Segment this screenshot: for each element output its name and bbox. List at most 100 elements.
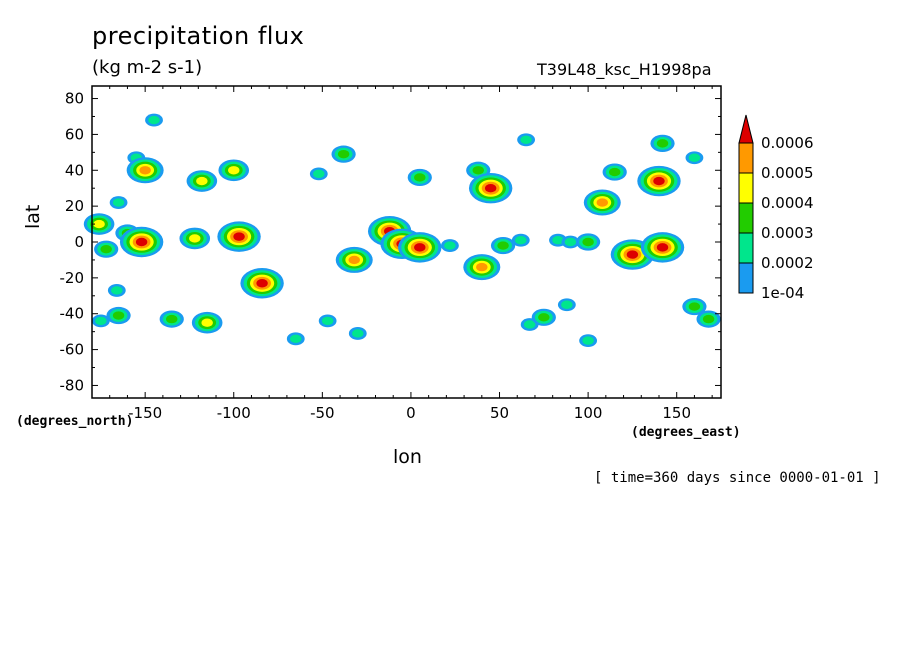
precip-contour-level-1 <box>321 316 334 326</box>
precip-feature-4 <box>107 284 126 297</box>
precip-feature-38 <box>531 308 556 326</box>
precip-contour-level-5 <box>656 243 669 252</box>
time-note: [ time=360 days since 0000-01-01 ] <box>594 470 881 486</box>
precip-contour-level-2 <box>100 244 112 254</box>
chart-units: (kg m-2 s-1) <box>92 57 203 78</box>
precip-feature-15 <box>218 159 250 182</box>
precip-contour-level-2 <box>112 311 125 320</box>
precip-feature-30 <box>468 173 513 204</box>
precip-feature-22 <box>335 246 373 273</box>
precip-feature-23 <box>348 327 367 340</box>
precip-feature-21 <box>331 145 356 163</box>
precip-feature-14 <box>191 311 223 334</box>
precip-contour-level-2 <box>688 302 701 311</box>
precip-contour-level-1 <box>582 336 594 345</box>
precip-feature-11 <box>159 310 184 328</box>
precip-contour-level-1 <box>552 236 564 245</box>
precip-feature-49 <box>696 310 721 328</box>
precip-feature-20 <box>318 314 337 328</box>
colorbar-swatch-3 <box>738 172 754 204</box>
precip-contour-level-2 <box>497 241 509 250</box>
precip-feature-35 <box>561 235 580 249</box>
precip-contour-level-1 <box>112 198 125 207</box>
precip-feature-36 <box>517 133 535 147</box>
x-tick-label: 0 <box>406 404 416 422</box>
precip-contour-level-1 <box>515 236 527 245</box>
colorbar-label: 0.0006 <box>761 134 814 152</box>
precip-feature-28 <box>407 168 432 187</box>
precip-contour-level-1 <box>313 169 325 179</box>
axis-ticks: -150 -100 -50 0 50 100 150 -80 -60 -40 -20 0 20 40 60 8… <box>60 86 721 422</box>
precip-feature-12 <box>179 227 211 250</box>
x-tick-label: -150 <box>128 404 162 422</box>
precip-contour-level-1 <box>688 153 701 162</box>
precip-contour-level-1 <box>352 329 364 338</box>
plot-area <box>83 113 721 348</box>
precip-contour-level-1 <box>520 135 532 144</box>
precip-feature-48 <box>685 151 704 165</box>
precip-contour-level-5 <box>653 176 665 186</box>
colorbar-swatch-4 <box>738 142 754 174</box>
precip-feature-41 <box>583 189 621 216</box>
precip-contour-level-4 <box>476 262 488 272</box>
precip-contour-level-1 <box>148 115 160 125</box>
precip-feature-40 <box>579 334 598 348</box>
precip-feature-27 <box>441 239 459 252</box>
colorbar-swatch-2 <box>738 202 754 234</box>
x-axis-label: lon <box>393 446 422 468</box>
y-tick-label: 60 <box>65 125 84 143</box>
colorbar: 1e-04 0.0002 0.0003 0.0004 0.0005 0.0006 <box>738 114 814 302</box>
y-axis-units: (degrees_north) <box>16 414 134 429</box>
precip-contour-level-4 <box>596 198 608 207</box>
precip-feature-44 <box>640 232 685 263</box>
precip-contour-level-1 <box>444 241 456 250</box>
precip-feature-50 <box>682 297 707 316</box>
y-tick-label: 40 <box>65 161 84 179</box>
precip-contour-level-3 <box>93 219 105 229</box>
precip-feature-39 <box>557 298 576 312</box>
precip-feature-33 <box>511 233 530 247</box>
x-tick-label: 50 <box>490 404 509 422</box>
precip-feature-1 <box>94 240 119 258</box>
precip-feature-26 <box>398 232 442 263</box>
precip-contour-level-3 <box>196 176 208 186</box>
precip-feature-5 <box>109 196 128 209</box>
precip-feature-8 <box>145 113 163 127</box>
precip-contour-level-5 <box>484 184 497 193</box>
x-tick-label: 150 <box>662 404 691 422</box>
precip-feature-7 <box>126 157 164 184</box>
x-axis-units: (degrees_east) <box>631 425 741 440</box>
precip-contour-level-5 <box>414 243 426 252</box>
precip-contour-level-3 <box>201 318 213 327</box>
precip-contour-level-2 <box>414 173 426 182</box>
precip-feature-46 <box>602 163 627 181</box>
y-tick-label: 0 <box>74 233 84 251</box>
colorbar-label: 0.0004 <box>761 194 814 212</box>
precip-contour-level-5 <box>626 250 639 259</box>
y-tick-label: -60 <box>60 341 85 359</box>
colorbar-label: 0.0005 <box>761 164 814 182</box>
precip-contour-level-5 <box>233 232 245 241</box>
precip-feature-32 <box>490 236 516 255</box>
y-tick-label: 20 <box>65 197 84 215</box>
precip-feature-47 <box>650 134 675 152</box>
colorbar-arrow <box>738 114 754 144</box>
precip-contour-level-4 <box>139 166 151 175</box>
y-tick-label: 80 <box>65 90 84 108</box>
precip-feature-10 <box>119 226 164 258</box>
precip-feature-3 <box>106 306 131 325</box>
x-tick-label: 100 <box>574 404 603 422</box>
precip-contour-level-2 <box>582 237 594 247</box>
precip-feature-31 <box>463 254 501 281</box>
x-tick-label: -50 <box>310 404 335 422</box>
precip-contour-level-5 <box>135 237 148 247</box>
precip-contour-level-2 <box>538 313 550 322</box>
precip-contour-level-1 <box>290 334 302 344</box>
precip-feature-17 <box>240 268 284 299</box>
run-id: T39L48_ksc_H1998pa <box>537 60 712 79</box>
precip-feature-2 <box>91 314 110 328</box>
precip-contour-level-1 <box>95 316 107 326</box>
precip-contour-level-2 <box>337 149 350 159</box>
colorbar-label: 0.0003 <box>761 224 814 242</box>
